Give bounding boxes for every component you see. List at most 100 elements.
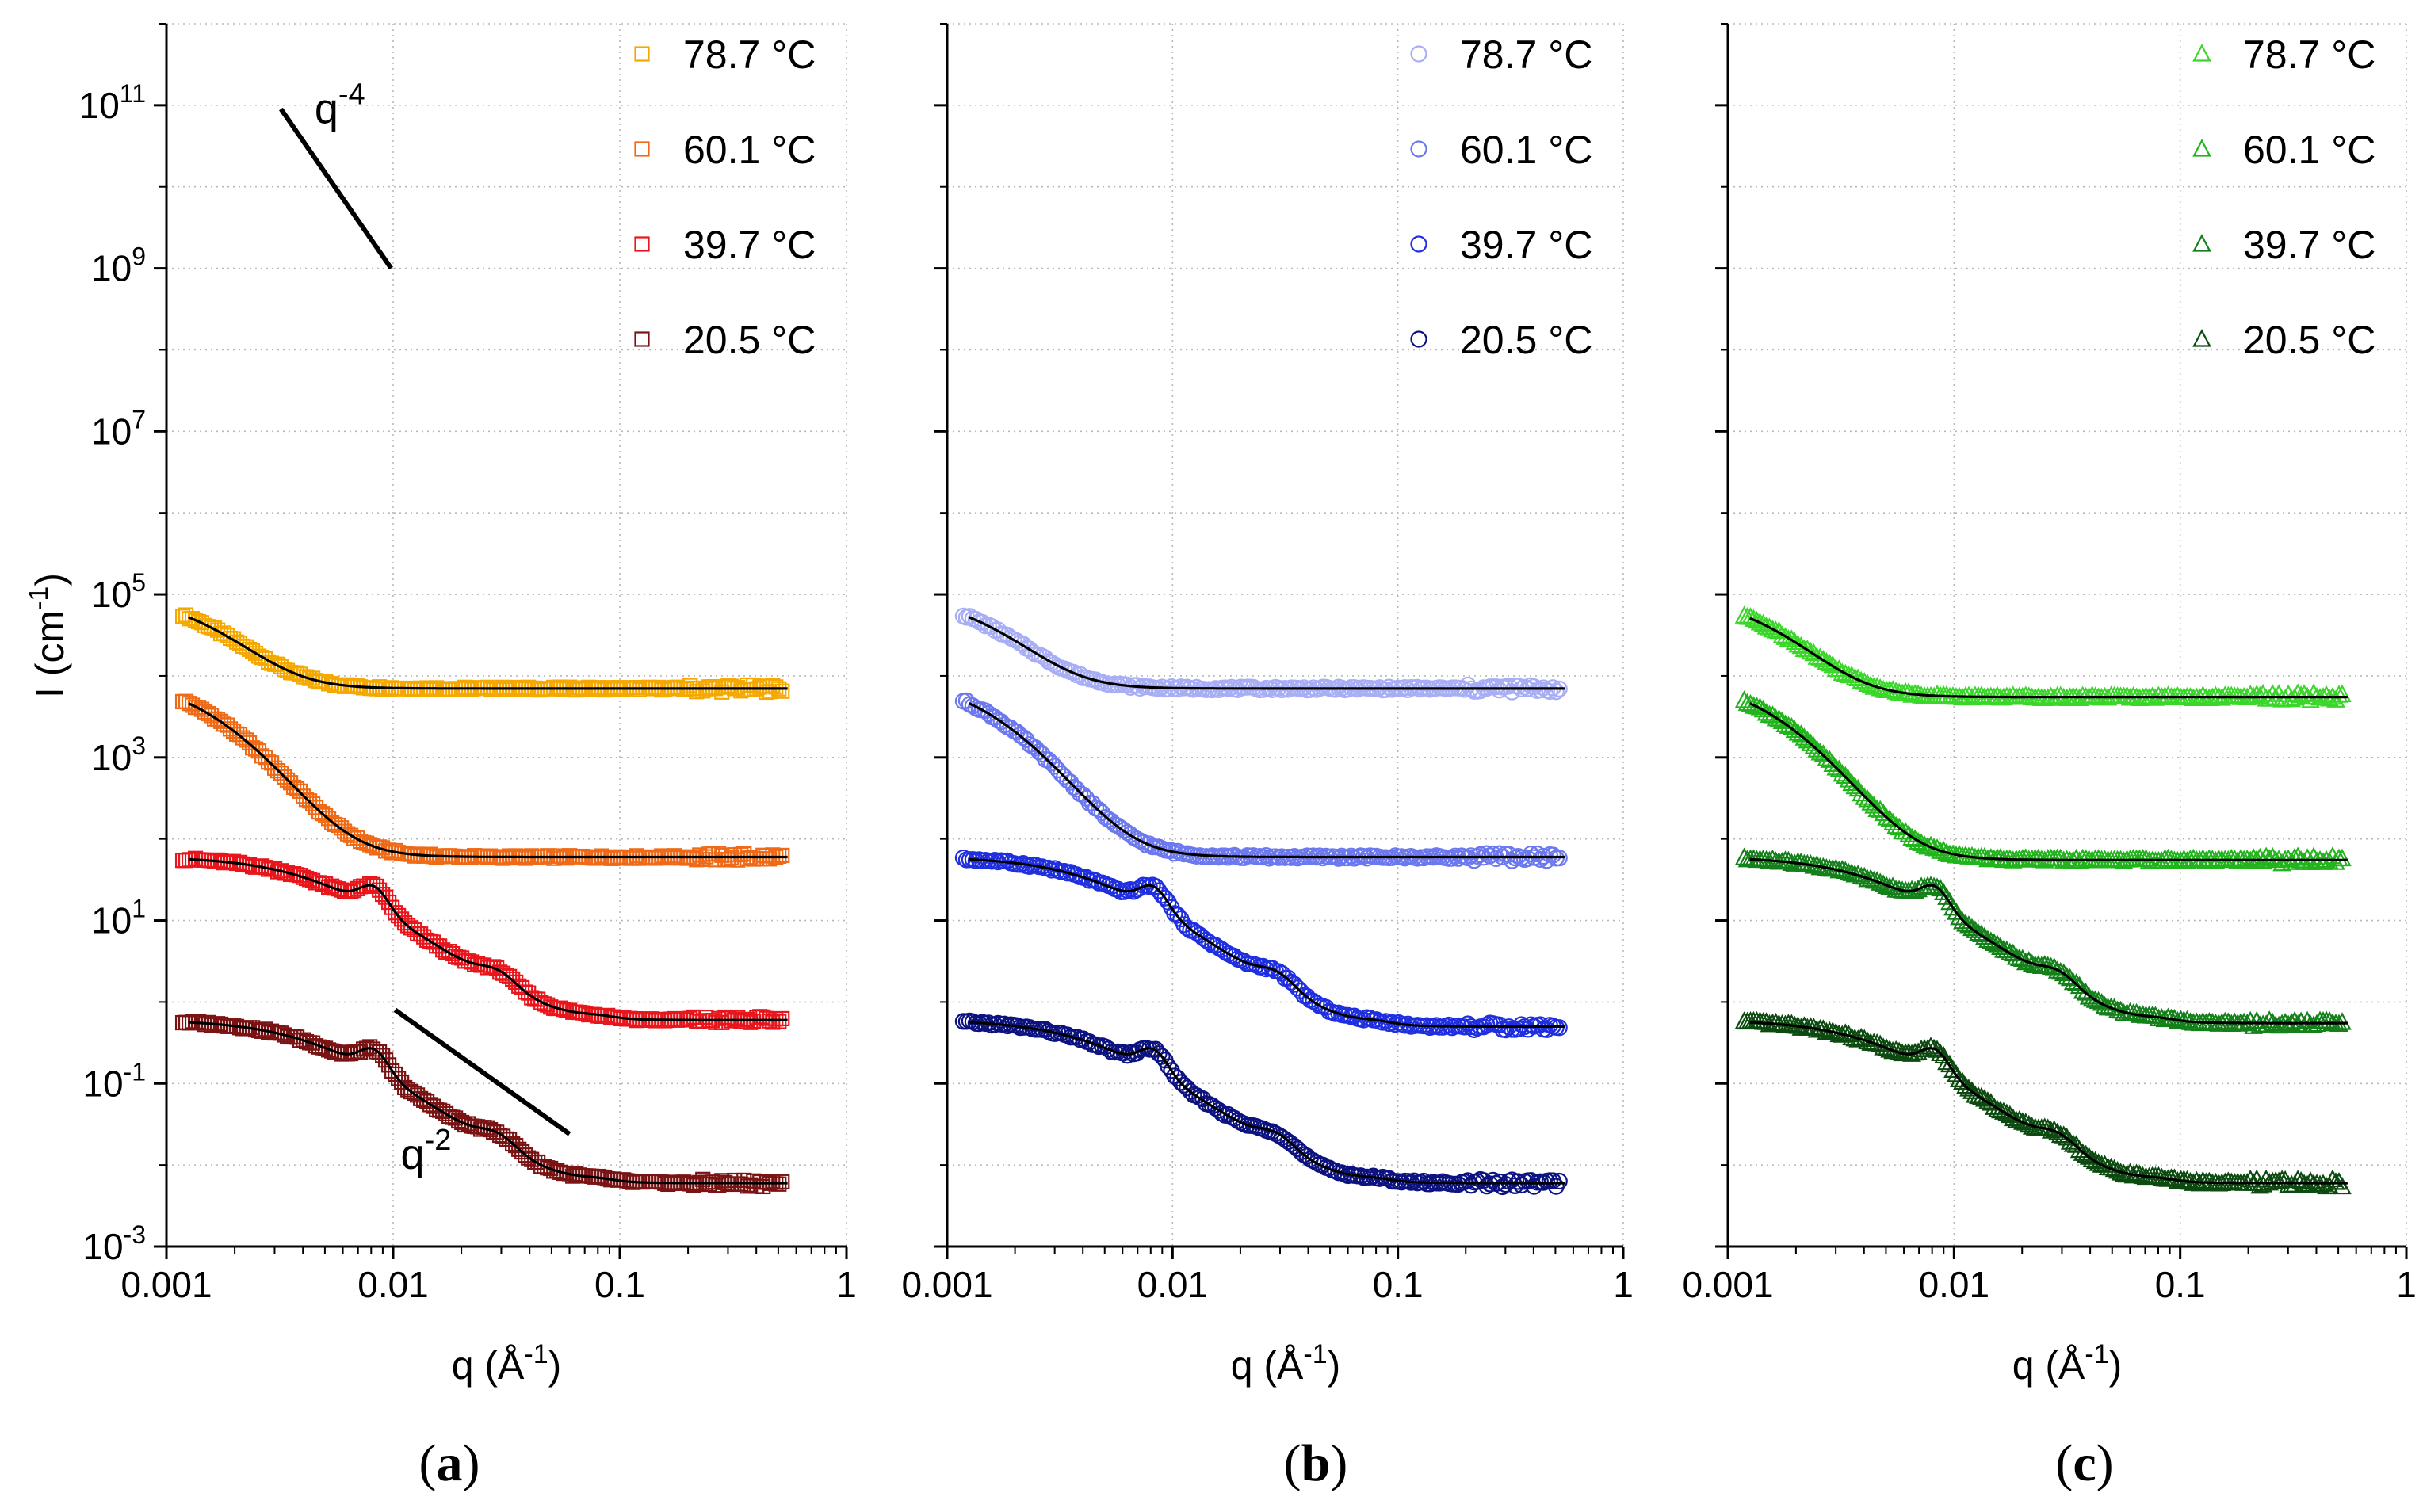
slope-annotations: q-4 q-2 xyxy=(279,78,571,1178)
legend-marker xyxy=(634,141,650,157)
series-397 xyxy=(1734,847,2352,1034)
fit-line xyxy=(188,616,788,690)
data-point xyxy=(1040,751,1057,769)
data-point xyxy=(1021,640,1038,658)
data-point xyxy=(2054,963,2073,982)
x-axis-title: q (Å-1) xyxy=(2012,1339,2123,1388)
y-tick-label: 103 xyxy=(91,731,146,778)
legend-item: 20.5 °C xyxy=(1410,318,1592,362)
data-point xyxy=(1801,641,1821,660)
data-point xyxy=(1804,736,1824,754)
x-tick-label: 0.1 xyxy=(1373,1264,1424,1305)
x-tick-label: 0.1 xyxy=(2155,1264,2206,1305)
slope-line xyxy=(279,107,393,270)
legend-label: 78.7 °C xyxy=(683,32,816,77)
series-787 xyxy=(954,607,1568,701)
data-point xyxy=(2060,968,2080,987)
fit-line xyxy=(1749,1021,2348,1185)
data-point xyxy=(1801,733,1821,751)
data-point xyxy=(1172,1074,1190,1091)
data-point xyxy=(1175,1076,1193,1094)
data-point xyxy=(2003,685,2023,704)
data-point xyxy=(2016,848,2035,866)
data-point xyxy=(1522,845,1540,863)
data-point xyxy=(1842,773,1862,792)
data-point xyxy=(1175,916,1193,934)
data-point xyxy=(1931,1043,1950,1062)
legend-label: 39.7 °C xyxy=(1460,223,1592,267)
series-787 xyxy=(174,607,790,701)
y-tick-label: 1011 xyxy=(79,79,146,126)
data-point xyxy=(1547,683,1565,701)
data-point xyxy=(2231,848,2251,867)
data-point xyxy=(1027,739,1045,757)
legend-label: 20.5 °C xyxy=(683,318,816,362)
x-axis-title: q (Å-1) xyxy=(1231,1339,1341,1388)
data-point xyxy=(1459,1015,1477,1033)
data-point xyxy=(1861,792,1881,811)
data-point xyxy=(2228,685,2248,704)
legend-item: 39.7 °C xyxy=(1410,223,1592,267)
data-point xyxy=(1855,787,1875,805)
data-series xyxy=(954,607,1568,1196)
legend-marker xyxy=(634,46,650,62)
slope-label: q-4 xyxy=(315,78,365,133)
fit-line xyxy=(969,1021,1565,1185)
panel-label: (a) xyxy=(419,1434,480,1492)
legend-item: 60.1 °C xyxy=(634,128,816,172)
data-point xyxy=(1509,1173,1527,1190)
data-point xyxy=(1833,763,1852,782)
data-series xyxy=(1734,605,2352,1195)
series-601 xyxy=(174,693,790,868)
fit-line xyxy=(1749,617,2348,699)
data-point xyxy=(2089,849,2108,867)
data-point xyxy=(1956,1075,1975,1094)
legend-item: 39.7 °C xyxy=(2192,223,2375,267)
data-point xyxy=(2054,1125,2073,1144)
axes: 0.001 0.01 0.1 1 xyxy=(901,23,1634,1305)
data-point xyxy=(1053,765,1070,783)
data-point xyxy=(1169,907,1187,924)
legend-marker xyxy=(1410,330,1427,348)
data-point xyxy=(1282,973,1300,991)
data-point xyxy=(1531,681,1549,699)
data-point xyxy=(1880,809,1899,827)
data-point xyxy=(1975,846,1994,865)
data-point xyxy=(1083,795,1102,812)
legend-label: 20.5 °C xyxy=(2243,318,2375,362)
x-tick-label: 1 xyxy=(1613,1264,1634,1305)
legend-marker xyxy=(634,236,650,252)
data-point xyxy=(1068,781,1086,798)
data-point xyxy=(1519,850,1537,867)
series-205 xyxy=(954,1012,1568,1196)
fit-line xyxy=(188,702,788,859)
legend-item: 20.5 °C xyxy=(2192,318,2375,362)
fit-line xyxy=(968,702,1565,859)
data-point xyxy=(2076,983,2096,1001)
data-point xyxy=(774,683,790,699)
series-601 xyxy=(954,692,1568,869)
slope-line xyxy=(393,1007,571,1136)
data-point xyxy=(774,1010,790,1027)
legend-label: 39.7 °C xyxy=(2243,223,2375,267)
x-tick-label: 0.01 xyxy=(1137,1264,1209,1305)
data-point xyxy=(1959,1079,1978,1097)
data-point xyxy=(1248,956,1265,974)
x-axis-title: q (Å-1) xyxy=(452,1339,562,1388)
data-point xyxy=(1820,750,1840,768)
legend-label: 78.7 °C xyxy=(1460,32,1592,77)
data-point xyxy=(1836,766,1855,785)
legend-label: 20.5 °C xyxy=(1460,318,1592,362)
data-point xyxy=(1478,845,1496,862)
data-point xyxy=(774,1174,790,1189)
series-787 xyxy=(1734,605,2352,708)
x-tick-label: 0.01 xyxy=(357,1264,429,1305)
data-point xyxy=(1959,915,1978,934)
data-point xyxy=(2073,685,2092,704)
data-point xyxy=(1937,1052,1956,1071)
legend-item: 20.5 °C xyxy=(634,318,816,362)
data-point xyxy=(774,847,790,864)
data-point xyxy=(1817,748,1836,766)
fit-line xyxy=(188,1021,788,1185)
data-point xyxy=(1886,815,1905,834)
